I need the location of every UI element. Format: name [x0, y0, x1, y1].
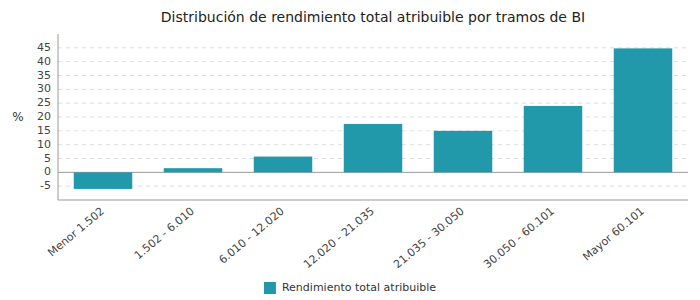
- grid-line: [58, 186, 688, 187]
- y-axis-line: [58, 34, 59, 200]
- grid-line: [58, 61, 688, 62]
- grid-line: [58, 89, 688, 90]
- y-tick-label: -5: [40, 179, 51, 192]
- bar: [74, 172, 133, 189]
- chart-svg: -5051015202530354045 Menor 1.502 1.502 - 6…: [0, 0, 700, 300]
- y-tick-label: 35: [37, 69, 51, 82]
- bars: [74, 48, 673, 189]
- x-tick-label: 21.035 - 30.050: [391, 205, 467, 271]
- y-tick-label: 25: [37, 96, 51, 109]
- grid-line: [58, 103, 688, 104]
- y-tick-label: 20: [37, 110, 51, 123]
- x-tick-label: Mayor 60.101: [580, 205, 647, 264]
- x-tick-label: Menor 1.502: [45, 205, 107, 260]
- x-tick-label: 1.502 - 6.010: [132, 205, 197, 262]
- title: Distribución de rendimiento total atribu…: [161, 9, 585, 25]
- x-tick-label: 6.010 - 12.020: [216, 205, 286, 267]
- y-tick-label: 10: [37, 138, 51, 151]
- bar: [254, 157, 313, 173]
- bar: [344, 124, 403, 172]
- y-tick-label: 15: [37, 124, 51, 137]
- grid-line: [58, 47, 688, 48]
- y-axis-label: %: [12, 110, 23, 124]
- legend-swatch: [264, 282, 276, 294]
- y-tick-label: 5: [44, 152, 51, 165]
- bar: [524, 106, 583, 172]
- chart-container: -5051015202530354045 Menor 1.502 1.502 - 6…: [0, 0, 700, 300]
- y-tick-label: 30: [37, 82, 51, 95]
- x-tick-label: 30.050 - 60.101: [481, 205, 557, 271]
- x-tick-label: 12.020 - 21.035: [301, 205, 377, 271]
- y-tick-label: 0: [44, 165, 51, 178]
- bar: [434, 131, 493, 173]
- x-axis-line: [58, 200, 688, 201]
- bar: [164, 168, 223, 172]
- y-tick-label: 40: [37, 55, 51, 68]
- legend: Rendimiento total atribuible: [264, 281, 436, 294]
- bar: [614, 48, 673, 172]
- legend-label: Rendimiento total atribuible: [282, 281, 436, 294]
- grid-line: [58, 117, 688, 118]
- grid: [58, 48, 688, 186]
- grid-line: [58, 75, 688, 76]
- y-tick-label: 45: [37, 41, 51, 54]
